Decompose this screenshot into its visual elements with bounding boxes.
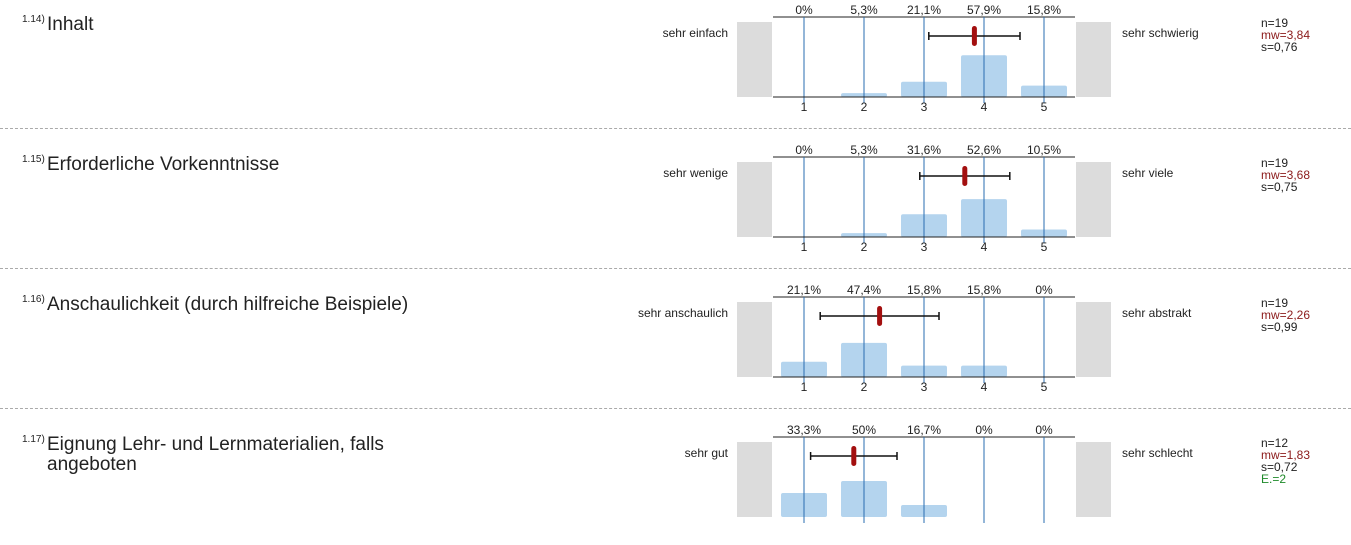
stat-n: n=19: [1261, 156, 1289, 170]
percent-label: 47,4%: [847, 283, 881, 297]
right-anchor-label: sehr schlecht: [1122, 446, 1193, 460]
stat-sd: s=0,76: [1261, 40, 1298, 54]
stats-box: n=12 mw=1,83 s=0,72 E.=2: [1261, 437, 1310, 485]
stat-mean: mw=3,68: [1261, 168, 1311, 182]
distribution-chart: 21,1% 47,4% 15,8% 15,8% 0% 1 2 3 4 5: [773, 283, 1075, 394]
question-number: 1.17): [22, 434, 45, 445]
percent-label: 0%: [1035, 283, 1053, 297]
stats-box: n=19 mw=2,26 s=0,99: [1261, 297, 1310, 333]
percent-label: 50%: [852, 423, 876, 437]
category-tick-label: 1: [801, 100, 808, 114]
left-anchor-label: sehr gut: [684, 446, 728, 460]
category-tick-label: 2: [861, 380, 868, 394]
left-anchor-label: sehr anschaulich: [637, 306, 728, 320]
category-tick-label: 1: [801, 240, 808, 254]
left-gray-box: [737, 22, 772, 97]
category-tick-label: 4: [981, 240, 988, 254]
percent-label: 0%: [975, 423, 993, 437]
category-tick-label: 2: [861, 240, 868, 254]
question-title: Erforderliche Vorkenntnisse: [47, 154, 280, 175]
question-block: 1.15) Erforderliche Vorkenntnisse sehr wen…: [0, 143, 1351, 265]
percent-label: 0%: [795, 143, 813, 157]
percent-label: 15,8%: [907, 283, 941, 297]
percent-label: 10,5%: [1027, 143, 1061, 157]
section-divider: [0, 128, 1351, 129]
category-tick-label: 5: [1041, 240, 1048, 254]
left-anchor-label: sehr einfach: [662, 26, 728, 40]
mean-marker: [877, 306, 883, 326]
stats-box: n=19 mw=3,68 s=0,75: [1261, 157, 1310, 193]
question-title: Eignung Lehr- und Lernmaterialien, falls…: [47, 434, 384, 475]
left-anchor-label: sehr wenige: [663, 166, 728, 180]
distribution-chart: 0% 5,3% 21,1% 57,9% 15,8% 1 2 3 4 5: [773, 3, 1075, 114]
stat-mean: mw=1,83: [1261, 448, 1311, 462]
percent-label: 15,8%: [967, 283, 1001, 297]
percent-label: 21,1%: [907, 3, 941, 17]
mean-marker: [851, 446, 857, 466]
category-tick-label: 3: [921, 100, 928, 114]
question-title: Anschaulichkeit (durch hilfreiche Beispi…: [47, 294, 409, 315]
right-anchor-label: sehr viele: [1122, 166, 1174, 180]
section-divider: [0, 408, 1351, 409]
question-number: 1.15): [22, 154, 45, 165]
mean-marker: [962, 166, 968, 186]
left-gray-box: [737, 162, 772, 237]
percent-label: 21,1%: [787, 283, 821, 297]
stat-sd: s=0,72: [1261, 460, 1298, 474]
percent-label: 0%: [795, 3, 813, 17]
question-block: 1.17) Eignung Lehr- und Lernmaterialien, …: [0, 423, 1351, 545]
category-tick-label: 4: [981, 380, 988, 394]
category-tick-label: 1: [801, 380, 808, 394]
category-tick-label: 5: [1041, 100, 1048, 114]
percent-label: 33,3%: [787, 423, 821, 437]
category-tick-label: 3: [921, 240, 928, 254]
stat-abstentions: E.=2: [1261, 472, 1287, 486]
right-gray-box: [1076, 22, 1111, 97]
left-gray-box: [737, 302, 772, 377]
stats-box: n=19 mw=3,84 s=0,76: [1261, 17, 1310, 53]
stat-sd: s=0,99: [1261, 320, 1298, 334]
category-tick-label: 5: [1041, 380, 1048, 394]
stat-n: n=12: [1261, 436, 1289, 450]
stat-n: n=19: [1261, 16, 1289, 30]
percent-label: 0%: [1035, 423, 1053, 437]
question-title: Inhalt: [47, 14, 94, 35]
category-tick-label: 3: [921, 380, 928, 394]
percent-label: 15,8%: [1027, 3, 1061, 17]
stat-sd: s=0,75: [1261, 180, 1298, 194]
mean-marker: [971, 26, 977, 46]
distribution-chart: 0% 5,3% 31,6% 52,6% 10,5% 1 2 3 4 5: [773, 143, 1075, 254]
category-tick-label: 2: [861, 100, 868, 114]
stat-mean: mw=2,26: [1261, 308, 1311, 322]
right-anchor-label: sehr abstrakt: [1122, 306, 1192, 320]
percent-label: 5,3%: [850, 143, 878, 157]
percent-label: 57,9%: [967, 3, 1001, 17]
percent-label: 5,3%: [850, 3, 878, 17]
percent-label: 52,6%: [967, 143, 1001, 157]
distribution-chart: 33,3% 50% 16,7% 0% 0%: [773, 423, 1075, 523]
category-tick-label: 4: [981, 100, 988, 114]
section-divider: [0, 268, 1351, 269]
question-block: 1.14) Inhalt sehr einfach sehr schwierig n=1…: [0, 3, 1351, 125]
question-number: 1.16): [22, 294, 45, 305]
right-anchor-label: sehr schwierig: [1122, 26, 1199, 40]
stat-mean: mw=3,84: [1261, 28, 1311, 42]
stat-n: n=19: [1261, 296, 1289, 310]
percent-label: 31,6%: [907, 143, 941, 157]
right-gray-box: [1076, 302, 1111, 377]
percent-label: 16,7%: [907, 423, 941, 437]
right-gray-box: [1076, 162, 1111, 237]
question-number: 1.14): [22, 14, 45, 25]
question-block: 1.16) Anschaulichkeit (durch hilfreiche B…: [0, 283, 1351, 405]
